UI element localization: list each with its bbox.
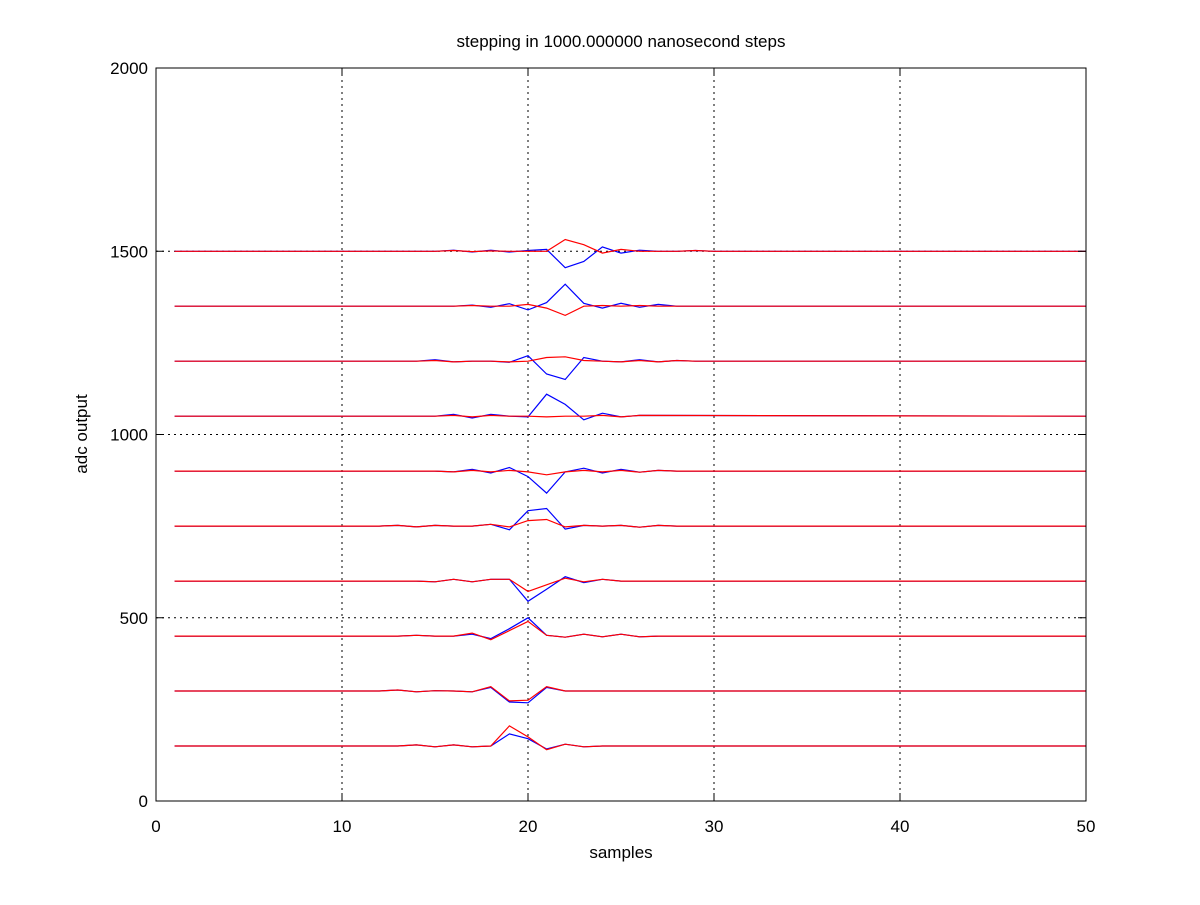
y-tick-label: 0 xyxy=(139,792,148,811)
x-axis-label: samples xyxy=(589,843,652,862)
x-tick-label: 0 xyxy=(151,817,160,836)
red-trace-line xyxy=(174,686,1086,702)
x-tick-label: 20 xyxy=(519,817,538,836)
red-trace-line xyxy=(174,469,1086,476)
x-axis-tick-labels: 0 10 20 30 40 50 xyxy=(151,817,1095,836)
x-tick-label: 30 xyxy=(705,817,724,836)
red-trace-line xyxy=(174,725,1086,751)
axis-ticks xyxy=(155,67,1087,802)
data-traces xyxy=(174,238,1087,751)
red-trace-line xyxy=(174,620,1086,641)
x-tick-label: 40 xyxy=(891,817,910,836)
x-tick-label: 10 xyxy=(333,817,352,836)
red-trace-line xyxy=(174,518,1086,528)
y-tick-label: 1000 xyxy=(110,426,148,445)
y-axis-label: adc output xyxy=(72,394,91,474)
y-tick-label: 500 xyxy=(120,609,148,628)
red-trace-line xyxy=(174,577,1086,593)
y-tick-label: 1500 xyxy=(110,242,148,261)
red-trace-line xyxy=(174,414,1087,418)
y-axis-tick-labels: 0 500 1000 1500 2000 xyxy=(110,59,148,811)
y-tick-label: 2000 xyxy=(110,59,148,78)
red-trace-line xyxy=(174,238,1086,254)
red-trace-line xyxy=(174,356,1086,363)
x-tick-label: 50 xyxy=(1077,817,1096,836)
chart-title: stepping in 1000.000000 nanosecond steps xyxy=(457,32,786,51)
red-trace-line xyxy=(174,303,1086,317)
